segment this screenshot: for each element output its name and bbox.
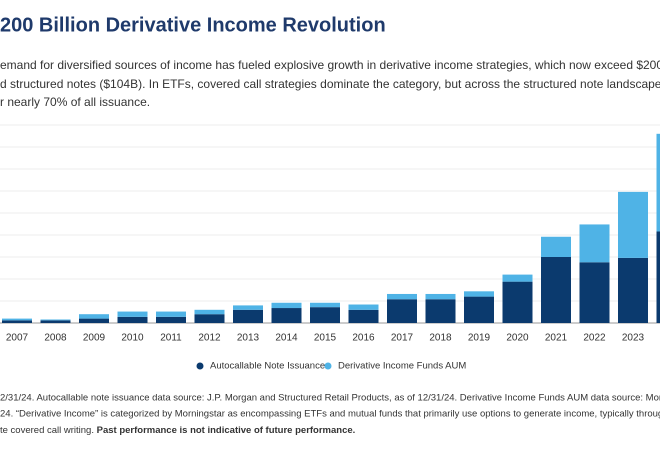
x-tick-label: 2008: [44, 333, 67, 344]
bar-segment: [348, 309, 379, 323]
bar-segment: [156, 311, 186, 317]
footnote-line: 24. “Derivative Income” is categorized b…: [0, 409, 660, 420]
footnote-line: te covered call writing. Past performanc…: [0, 425, 355, 436]
bar-segment: [387, 293, 417, 300]
footnote-line: 2/31/24. Autocallable note issuance data…: [0, 393, 660, 404]
bar-segment: [117, 316, 148, 323]
x-tick-label: 2017: [391, 333, 414, 344]
bar-segment: [2, 318, 32, 321]
bar-segment: [425, 293, 456, 300]
x-tick-label: 2021: [545, 333, 568, 344]
x-tick-label: 2019: [468, 333, 491, 344]
legend-label: Derivative Income Funds AUM: [338, 361, 466, 372]
bar-segment: [40, 320, 71, 323]
x-tick-label: 2018: [429, 333, 452, 344]
x-tick-label: 2023: [622, 333, 645, 344]
bar-segment: [541, 257, 571, 323]
x-tick-label: 2012: [198, 333, 221, 344]
legend-marker: [324, 362, 332, 370]
x-tick-label: 2015: [314, 333, 337, 344]
x-tick-label: 2009: [83, 333, 106, 344]
footnote-bold: Past performance is not indicative of fu…: [97, 425, 356, 436]
bar-segment: [40, 319, 71, 321]
description-line: emand for diversified sources of income …: [0, 58, 660, 72]
legend-label: Autocallable Note Issuance: [210, 361, 325, 372]
x-tick-label: 2016: [352, 333, 375, 344]
bar-segment: [2, 320, 32, 323]
bar-segment: [156, 316, 186, 323]
bar-segment: [387, 299, 417, 323]
x-tick-label: 2007: [6, 333, 29, 344]
bar-segment: [79, 314, 109, 319]
bar-segment: [618, 257, 648, 323]
x-tick-label: 2022: [583, 333, 606, 344]
bar-segment: [194, 309, 225, 315]
x-tick-label: 2013: [237, 333, 260, 344]
title: 200 Billion Derivative Income Revolution: [0, 14, 386, 36]
x-tick-label: 2010: [121, 333, 144, 344]
bar-segment: [79, 318, 109, 323]
bar-segment: [579, 262, 610, 323]
bar-segment: [541, 236, 571, 257]
x-tick-label: 2014: [275, 333, 298, 344]
bar-segment: [502, 281, 533, 323]
bar-segment: [579, 224, 610, 263]
bar-segment: [194, 314, 225, 323]
bar-segment: [310, 302, 340, 308]
bar-segment: [271, 302, 302, 309]
bar-segment: [618, 191, 648, 258]
x-tick-label: 2020: [506, 333, 529, 344]
x-tick-label: 2011: [160, 333, 182, 344]
bar-segment: [310, 307, 340, 323]
bar-segment: [117, 311, 148, 317]
bar-segment: [464, 296, 494, 323]
description-line: r nearly 70% of all issuance.: [0, 95, 150, 109]
description-line: d structured notes ($104B). In ETFs, cov…: [0, 77, 660, 91]
bar-segment: [233, 305, 263, 310]
footnote-text: te covered call writing.: [0, 425, 97, 436]
bar-segment: [425, 299, 456, 323]
bar-segment: [233, 309, 263, 323]
bar-segment: [502, 274, 533, 282]
bar-segment: [656, 231, 660, 323]
bar-segment: [271, 308, 302, 323]
bar-segment: [656, 133, 660, 232]
bar-segment: [348, 304, 379, 310]
legend-marker: [196, 362, 204, 370]
bar-segment: [464, 291, 494, 297]
